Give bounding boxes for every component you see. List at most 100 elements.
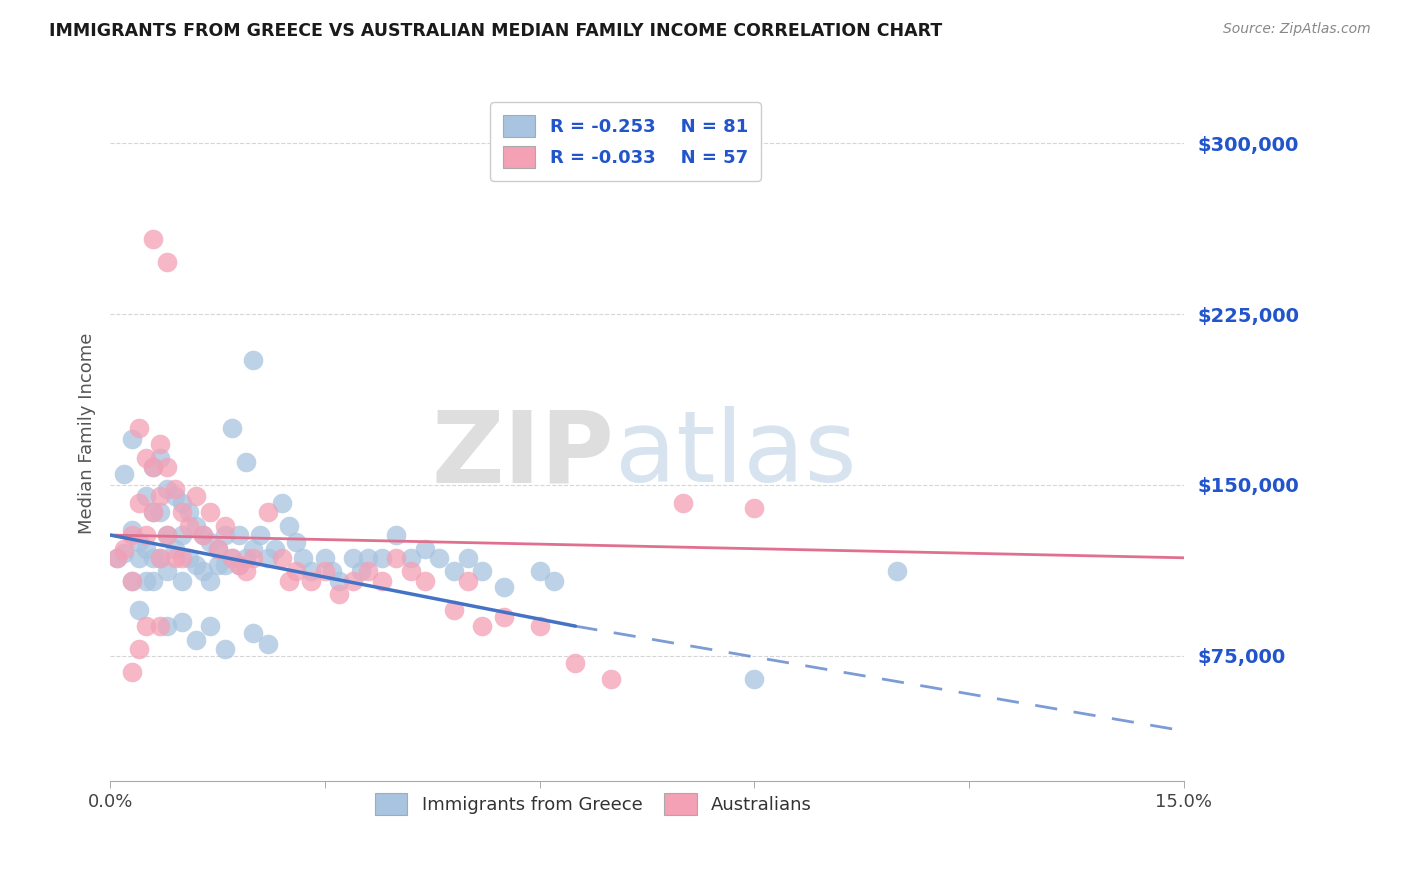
Point xyxy=(249,528,271,542)
Point xyxy=(672,496,695,510)
Point xyxy=(221,550,243,565)
Point xyxy=(149,489,172,503)
Point xyxy=(149,505,172,519)
Legend: Immigrants from Greece, Australians: Immigrants from Greece, Australians xyxy=(366,784,821,824)
Point xyxy=(443,603,465,617)
Point xyxy=(114,467,136,481)
Point xyxy=(149,619,172,633)
Point xyxy=(128,550,150,565)
Point xyxy=(142,505,165,519)
Point xyxy=(121,433,143,447)
Point xyxy=(200,619,222,633)
Point xyxy=(149,550,172,565)
Point xyxy=(357,550,380,565)
Point xyxy=(342,550,364,565)
Point xyxy=(228,528,250,542)
Point xyxy=(350,565,373,579)
Point xyxy=(142,505,165,519)
Point xyxy=(184,558,207,572)
Point xyxy=(214,528,236,542)
Point xyxy=(193,528,215,542)
Point xyxy=(256,505,278,519)
Point xyxy=(163,550,186,565)
Point xyxy=(256,550,278,565)
Point xyxy=(600,672,623,686)
Point xyxy=(285,565,308,579)
Point xyxy=(214,641,236,656)
Point xyxy=(163,541,186,556)
Point xyxy=(263,541,285,556)
Point xyxy=(242,550,264,565)
Point xyxy=(543,574,565,588)
Point xyxy=(135,574,157,588)
Point xyxy=(742,672,765,686)
Point xyxy=(121,574,143,588)
Point xyxy=(443,565,465,579)
Point xyxy=(228,558,250,572)
Point xyxy=(200,574,222,588)
Point xyxy=(156,254,179,268)
Point xyxy=(292,550,315,565)
Text: IMMIGRANTS FROM GREECE VS AUSTRALIAN MEDIAN FAMILY INCOME CORRELATION CHART: IMMIGRANTS FROM GREECE VS AUSTRALIAN MED… xyxy=(49,22,942,40)
Point xyxy=(156,565,179,579)
Point xyxy=(121,524,143,538)
Point xyxy=(128,534,150,549)
Point xyxy=(242,352,264,367)
Point xyxy=(471,619,494,633)
Text: Source: ZipAtlas.com: Source: ZipAtlas.com xyxy=(1223,22,1371,37)
Point xyxy=(492,581,515,595)
Text: atlas: atlas xyxy=(614,406,856,503)
Point xyxy=(170,505,193,519)
Point xyxy=(399,550,422,565)
Point xyxy=(271,550,294,565)
Point xyxy=(149,550,172,565)
Point xyxy=(413,541,436,556)
Point xyxy=(135,528,157,542)
Y-axis label: Median Family Income: Median Family Income xyxy=(79,333,96,534)
Point xyxy=(184,519,207,533)
Point xyxy=(342,574,364,588)
Point xyxy=(214,558,236,572)
Point xyxy=(177,505,200,519)
Point xyxy=(256,637,278,651)
Point xyxy=(142,459,165,474)
Point xyxy=(114,546,136,560)
Point xyxy=(163,483,186,497)
Point xyxy=(235,455,257,469)
Point xyxy=(170,574,193,588)
Point xyxy=(128,421,150,435)
Point xyxy=(135,450,157,465)
Point xyxy=(128,603,150,617)
Point xyxy=(163,489,186,503)
Point xyxy=(742,500,765,515)
Point xyxy=(429,550,451,565)
Point xyxy=(135,489,157,503)
Point xyxy=(200,534,222,549)
Point xyxy=(170,550,193,565)
Point xyxy=(135,541,157,556)
Point xyxy=(142,232,165,246)
Point xyxy=(128,496,150,510)
Point xyxy=(385,528,408,542)
Point xyxy=(142,459,165,474)
Point xyxy=(385,550,408,565)
Point xyxy=(285,534,308,549)
Point xyxy=(170,496,193,510)
Point xyxy=(371,574,394,588)
Point xyxy=(184,489,207,503)
Point xyxy=(156,528,179,542)
Point xyxy=(193,528,215,542)
Point xyxy=(457,574,479,588)
Point xyxy=(156,483,179,497)
Point xyxy=(221,550,243,565)
Point xyxy=(228,558,250,572)
Point xyxy=(177,519,200,533)
Point xyxy=(235,550,257,565)
Point xyxy=(149,437,172,451)
Point xyxy=(299,574,322,588)
Point xyxy=(207,541,229,556)
Point xyxy=(357,565,380,579)
Point xyxy=(121,665,143,679)
Point xyxy=(207,558,229,572)
Point xyxy=(529,619,551,633)
